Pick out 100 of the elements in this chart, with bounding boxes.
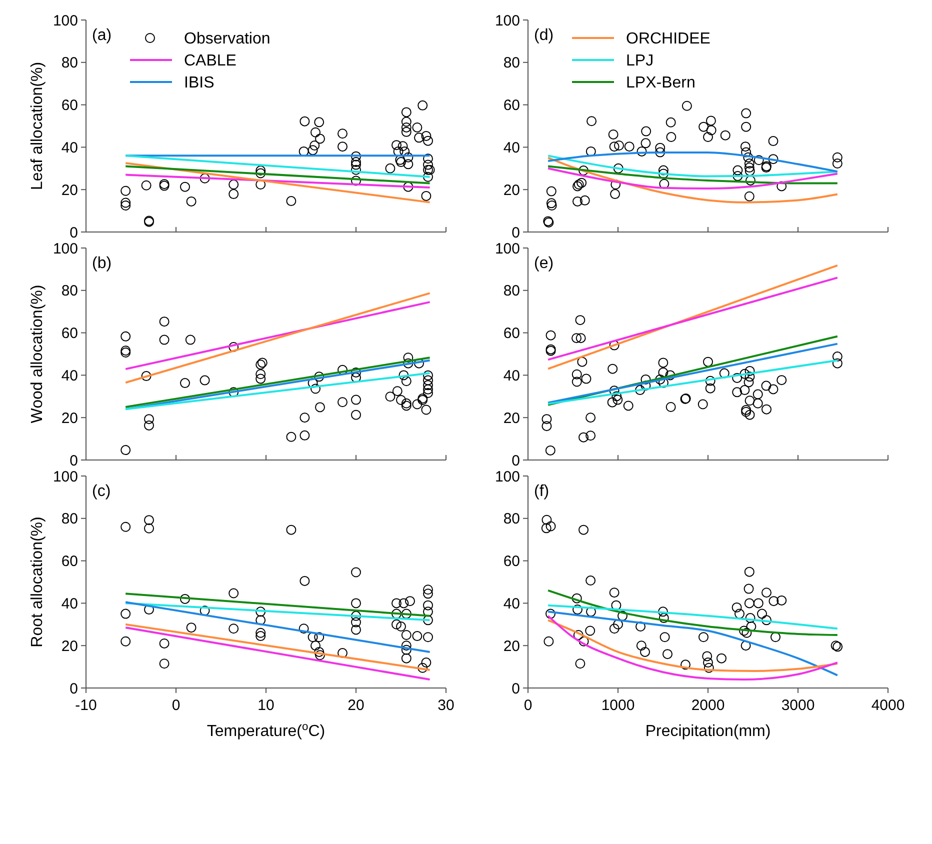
point xyxy=(612,391,622,402)
point xyxy=(185,334,196,345)
point xyxy=(705,376,716,386)
y-tick-label: 20 xyxy=(61,638,78,655)
line-series xyxy=(547,619,838,672)
point xyxy=(200,606,210,616)
point xyxy=(740,368,750,379)
x-tick-label: 20 xyxy=(348,697,364,714)
point xyxy=(392,598,402,608)
point xyxy=(256,374,266,384)
point xyxy=(351,394,361,405)
point xyxy=(180,182,190,192)
point xyxy=(544,636,554,646)
legend-label: IBIS xyxy=(184,74,214,92)
point xyxy=(423,588,433,599)
point xyxy=(744,410,755,420)
point xyxy=(741,108,752,118)
point xyxy=(577,356,588,367)
point xyxy=(744,584,754,594)
y-tick-label: 60 xyxy=(503,553,520,570)
point xyxy=(421,130,432,141)
point xyxy=(740,385,750,396)
point xyxy=(703,356,713,367)
legend-label: CABLE xyxy=(184,52,236,70)
point xyxy=(141,180,152,190)
point xyxy=(423,160,433,170)
point xyxy=(636,622,646,632)
point xyxy=(120,331,131,342)
point xyxy=(641,126,652,136)
point xyxy=(636,640,646,651)
y-axis-title: Root allocation(%) xyxy=(29,516,46,648)
point xyxy=(640,138,651,148)
point xyxy=(666,117,676,128)
point xyxy=(762,615,772,626)
point xyxy=(609,142,620,152)
point xyxy=(401,122,412,132)
point xyxy=(338,128,348,139)
point xyxy=(423,375,433,386)
point xyxy=(351,372,361,383)
point xyxy=(658,367,668,378)
y-tick-label: 60 xyxy=(503,325,520,342)
point xyxy=(159,638,170,648)
point xyxy=(310,140,320,151)
point xyxy=(186,196,196,206)
point xyxy=(228,624,239,634)
point xyxy=(610,189,620,200)
point xyxy=(256,628,266,638)
point xyxy=(741,147,752,158)
point xyxy=(423,154,433,164)
y-tick-label: 80 xyxy=(503,510,520,528)
point xyxy=(351,160,361,170)
point xyxy=(300,116,310,126)
point xyxy=(159,316,170,327)
point xyxy=(545,445,556,456)
point xyxy=(698,632,708,642)
point xyxy=(739,626,749,636)
point xyxy=(744,162,754,173)
point xyxy=(412,122,422,132)
point xyxy=(542,414,552,424)
point xyxy=(655,147,666,158)
x-tick-label: -10 xyxy=(75,697,97,714)
y-tick-label: 40 xyxy=(503,595,520,612)
y-tick-label: 60 xyxy=(61,325,78,342)
point xyxy=(580,195,590,206)
y-tick-label: 20 xyxy=(503,182,520,199)
point xyxy=(385,392,396,402)
point xyxy=(832,152,842,162)
y-tick-label: 80 xyxy=(503,54,520,72)
y-tick-label: 100 xyxy=(494,240,520,258)
point xyxy=(298,624,309,634)
y-tick-label: 20 xyxy=(503,410,520,427)
point xyxy=(768,136,778,146)
point xyxy=(744,166,755,176)
point xyxy=(180,378,190,388)
point xyxy=(300,412,310,423)
point xyxy=(623,400,634,411)
point xyxy=(744,372,755,382)
point xyxy=(732,165,743,176)
point xyxy=(658,613,669,624)
point xyxy=(546,186,556,196)
point xyxy=(768,154,778,164)
point xyxy=(401,630,412,640)
point xyxy=(120,186,131,196)
point xyxy=(403,159,414,170)
point xyxy=(624,142,634,152)
point xyxy=(658,358,668,368)
point xyxy=(576,178,587,188)
point xyxy=(732,372,742,383)
legend-label: LPJ xyxy=(626,52,654,70)
point xyxy=(396,157,406,168)
point xyxy=(401,376,412,386)
point xyxy=(761,380,772,391)
point xyxy=(351,567,361,578)
point xyxy=(314,117,324,128)
point xyxy=(338,648,348,658)
x-tick-label: 10 xyxy=(258,697,274,714)
point xyxy=(385,163,396,174)
x-tick-label: 1000 xyxy=(601,697,635,714)
point xyxy=(542,421,552,432)
y-tick-label: 100 xyxy=(494,468,520,486)
